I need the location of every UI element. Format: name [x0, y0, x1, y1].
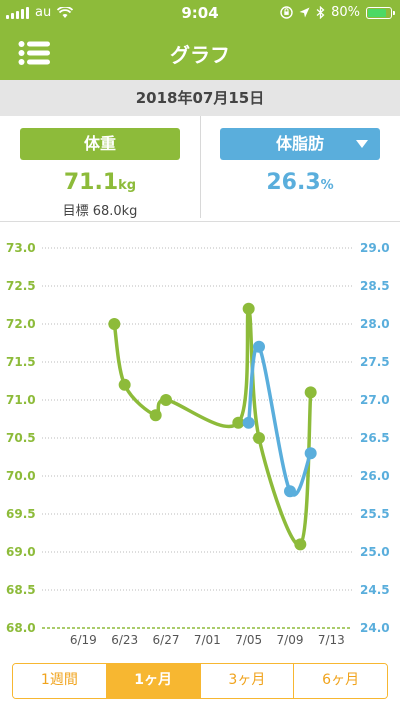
data-point-0 — [108, 318, 121, 330]
y-left-tick-label: 70.0 — [6, 469, 36, 483]
battery-icon — [366, 6, 395, 19]
data-point-0 — [304, 386, 317, 399]
weight-unit: kg — [118, 178, 137, 193]
data-point-1 — [284, 485, 296, 498]
orientation-lock-icon — [280, 6, 293, 19]
battery-percent: 80% — [331, 5, 360, 20]
x-tick-label: 7/09 — [277, 633, 304, 647]
x-tick-label: 7/01 — [194, 633, 221, 647]
location-icon — [299, 7, 310, 18]
graph-area[interactable]: 73.0 72.5 72.0 71.5 71.0 70.5 70.0 69.5 69.0 68.5… — [0, 224, 400, 654]
y-right-tick-label: 24.0 — [360, 621, 390, 635]
weight-number: 71.1 — [63, 170, 119, 195]
y-right-tick-label: 24.5 — [360, 583, 390, 597]
y-left-tick-label: 71.0 — [6, 393, 36, 407]
summary-panel: 体重 71.1kg 目標 68.0kg 体脂肪 26.3% — [0, 116, 400, 222]
data-point-1 — [304, 447, 317, 460]
y-left-tick-label: 71.5 — [6, 355, 36, 369]
page-title: グラフ — [170, 43, 230, 67]
body-fat-value: 26.3% — [200, 170, 400, 195]
x-tick-label: 6/19 — [70, 633, 97, 647]
data-point-0 — [160, 394, 172, 406]
data-point-1 — [242, 416, 255, 429]
carrier-label: au — [35, 5, 52, 20]
wifi-icon — [57, 6, 74, 18]
signal-icon — [6, 6, 29, 19]
data-point-0 — [232, 416, 245, 429]
series-line-0 — [112, 307, 313, 547]
x-tick-label: 6/23 — [111, 633, 138, 647]
weight-label-badge: 体重 — [20, 128, 180, 160]
y-right-tick-label: 26.0 — [360, 469, 390, 483]
summary-divider — [200, 116, 201, 218]
body-fat-number: 26.3 — [266, 170, 321, 195]
y-left-tick-label: 68.0 — [6, 621, 36, 635]
y-left-tick-label: 68.5 — [6, 583, 36, 597]
body-fat-label: 体脂肪 — [275, 134, 324, 153]
status-time: 9:04 — [181, 4, 219, 22]
data-point-0 — [149, 409, 162, 422]
y-right-tick-label: 25.0 — [360, 545, 390, 559]
y-left-tick-label: 73.0 — [6, 241, 36, 255]
y-right-tick-label: 25.5 — [360, 507, 390, 521]
data-point-0 — [294, 538, 307, 551]
period-tab-0[interactable]: 1週間 — [13, 664, 107, 698]
status-bar: au 9:04 80% — [0, 0, 400, 26]
weight-target: 目標 68.0kg — [62, 204, 138, 219]
y-left-tick-label: 70.5 — [6, 431, 36, 445]
period-tab-2[interactable]: 3ヶ月 — [200, 664, 295, 698]
y-left-tick-label: 69.5 — [6, 507, 36, 521]
x-tick-label: 6/27 — [153, 633, 180, 647]
line-chart: 73.0 72.5 72.0 71.5 71.0 70.5 70.0 69.5 69.0 68.5… — [6, 241, 390, 647]
period-selector: 1週間 1ヶ月 3ヶ月 6ヶ月 — [12, 663, 388, 699]
caret-down-icon — [356, 140, 368, 148]
y-right-tick-label: 28.0 — [360, 317, 390, 331]
y-right-tick-label: 28.5 — [360, 279, 390, 293]
weight-value: 71.1kg — [0, 170, 200, 195]
series-line-1 — [246, 343, 313, 497]
date-label: 2018年07月15日 — [0, 80, 400, 116]
menu-icon — [18, 41, 50, 65]
data-point-0 — [253, 432, 265, 444]
y-right-tick-label: 26.5 — [360, 431, 390, 445]
x-tick-label: 7/05 — [235, 633, 262, 647]
x-tick-label: 7/13 — [318, 633, 345, 647]
period-tab-3[interactable]: 6ヶ月 — [294, 664, 387, 698]
y-left-tick-label: 69.0 — [6, 545, 36, 559]
data-point-0 — [242, 302, 255, 315]
bluetooth-icon — [316, 6, 325, 19]
body-fat-dropdown[interactable]: 体脂肪 — [220, 128, 380, 160]
period-tab-1[interactable]: 1ヶ月 — [106, 664, 201, 698]
body-fat-unit: % — [320, 178, 334, 193]
data-point-1 — [253, 340, 265, 353]
y-left-tick-label: 72.0 — [6, 317, 36, 331]
menu-button[interactable] — [18, 40, 50, 66]
y-left-tick-label: 72.5 — [6, 279, 36, 293]
y-right-tick-label: 27.5 — [360, 355, 390, 369]
data-point-0 — [118, 378, 131, 391]
y-right-tick-label: 27.0 — [360, 393, 390, 407]
nav-bar: グラフ — [0, 26, 400, 80]
y-right-tick-label: 29.0 — [360, 241, 390, 255]
